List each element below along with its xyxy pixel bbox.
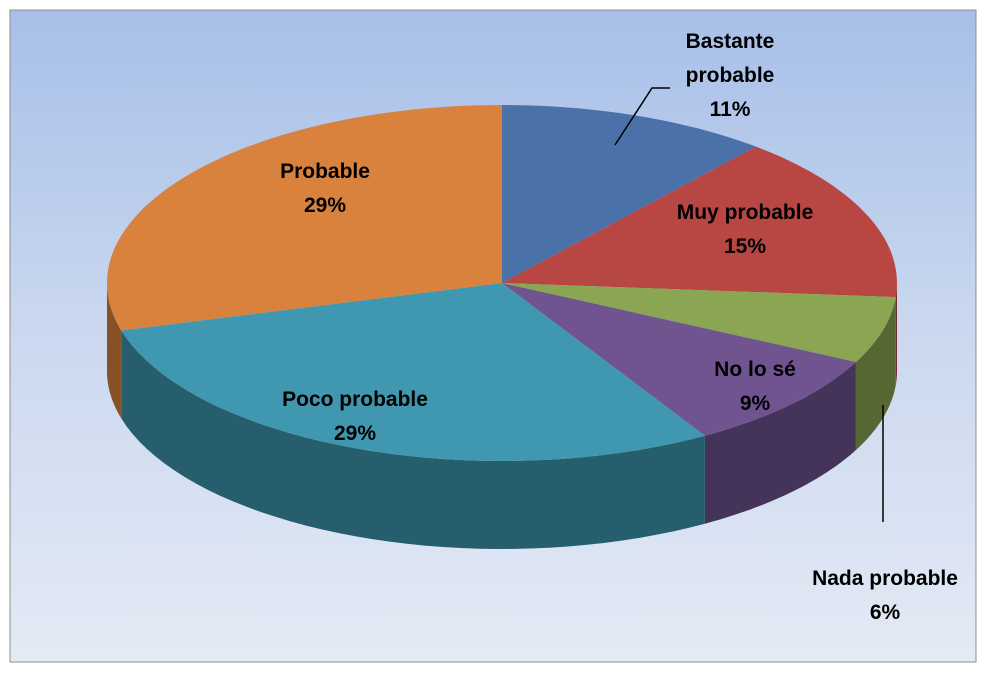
slice — [502, 146, 897, 298]
leader-line — [614, 87, 670, 146]
label-value: 15% — [723, 235, 767, 258]
data-label: Bastante probable 11% — [650, 25, 810, 127]
label-name: Muy probable — [676, 201, 814, 224]
label-value: 9% — [739, 392, 771, 415]
data-label: Nada probable 6% — [785, 562, 985, 630]
slice-side — [107, 283, 122, 419]
label-name: Probable — [280, 160, 370, 183]
label-name: Bastante probable — [685, 30, 775, 87]
slice-side — [121, 330, 705, 549]
data-label: Probable 29% — [240, 155, 410, 223]
label-value: 6% — [869, 601, 901, 624]
slice — [502, 283, 896, 362]
label-name: Poco probable — [282, 388, 428, 411]
data-label: No lo sé 9% — [680, 353, 830, 421]
slice-side — [895, 283, 897, 386]
pie — [107, 105, 897, 549]
slice — [502, 283, 856, 436]
slice — [121, 283, 705, 461]
data-label: Muy probable 15% — [620, 196, 870, 264]
data-label: Poco probable 29% — [240, 383, 470, 451]
label-name: Nada probable — [812, 567, 958, 590]
label-value: 29% — [333, 422, 377, 445]
label-value: 11% — [709, 98, 751, 121]
label-name: No lo sé — [714, 358, 796, 381]
slice-side — [704, 362, 856, 524]
slice — [107, 105, 502, 331]
slice — [502, 105, 756, 283]
slice-side — [855, 297, 896, 450]
label-value: 29% — [303, 194, 347, 217]
